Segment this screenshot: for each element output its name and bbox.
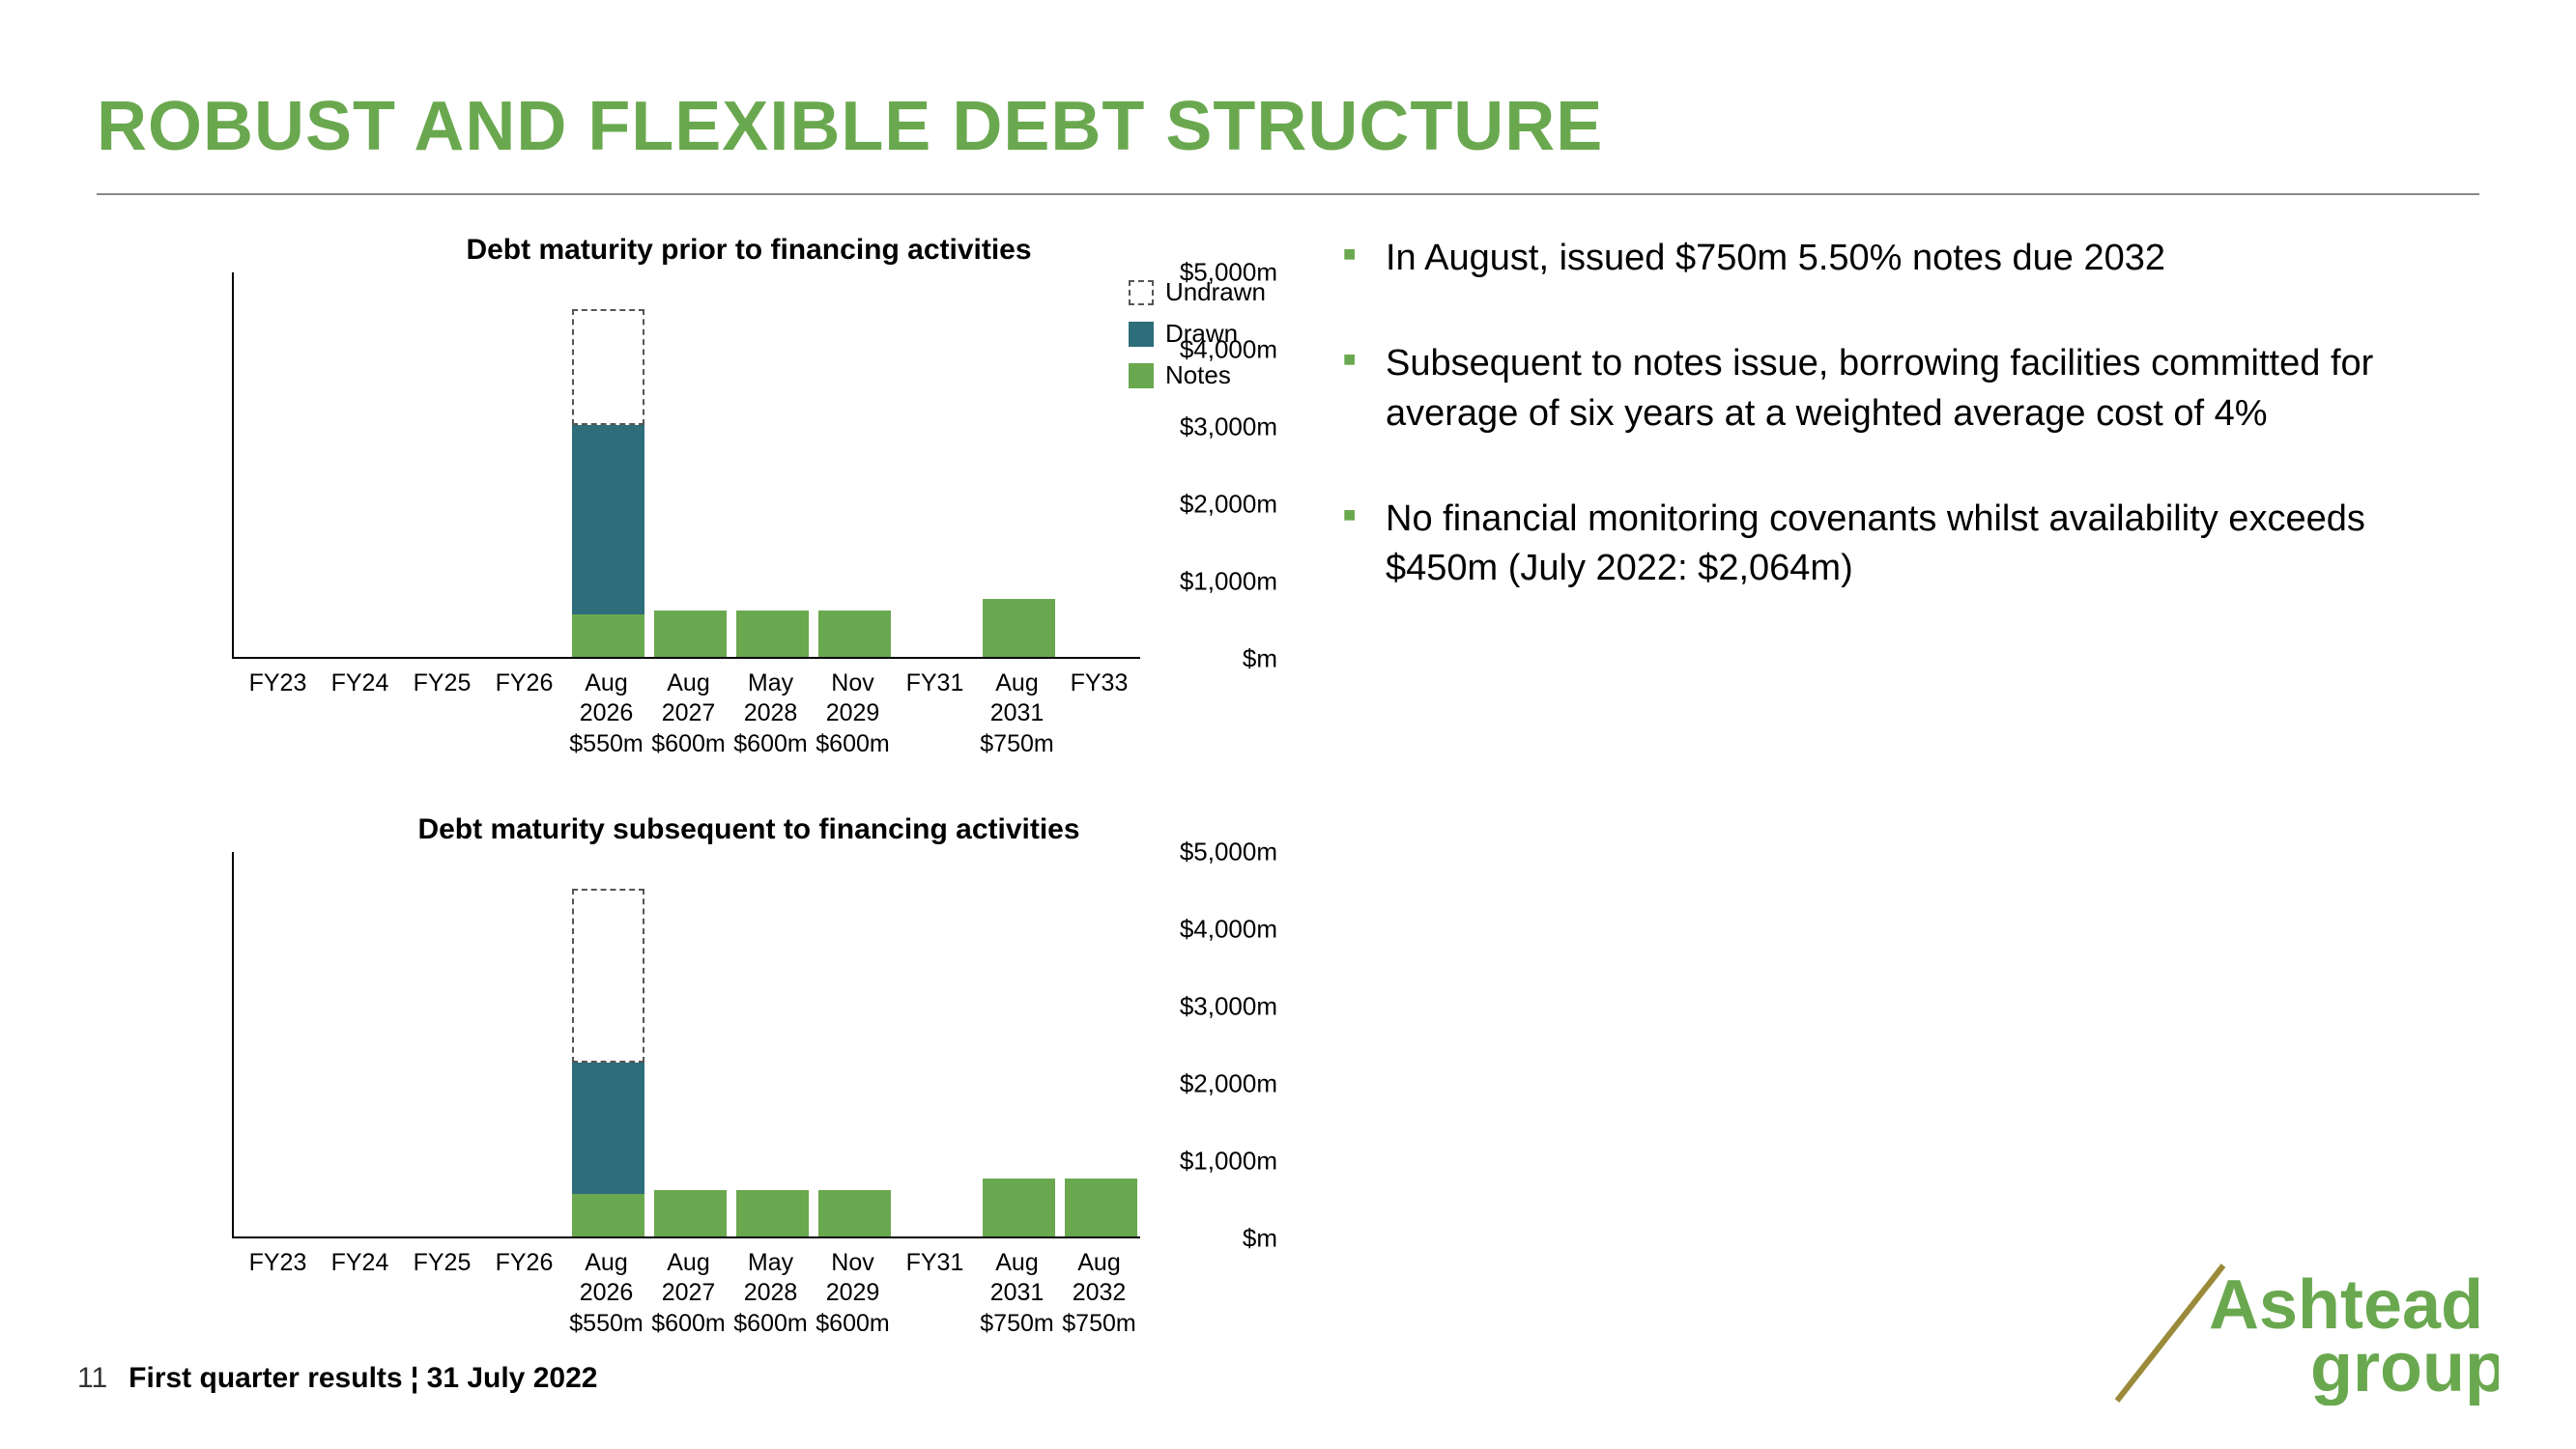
legend-label-notes: Notes <box>1165 360 1231 390</box>
bar-segment-notes <box>654 1190 727 1236</box>
bar-group <box>983 1179 1055 1236</box>
footer-text: First quarter results ¦ 31 July 2022 <box>129 1362 597 1395</box>
bar-segment-notes <box>736 1190 809 1236</box>
chart-subsequent-plot <box>232 852 1140 1238</box>
bar-segment-notes <box>818 611 891 657</box>
legend-label-undrawn: Undrawn <box>1165 277 1266 307</box>
y-tick-label: $3,000m <box>1152 992 1277 1022</box>
bar-segment-notes <box>736 611 809 657</box>
ashtead-logo: Ashtead group <box>2112 1251 2499 1410</box>
bullet-list: In August, issued $750m 5.50% notes due … <box>1343 234 2479 593</box>
chart-prior-plot <box>232 272 1140 659</box>
legend-label-drawn: Drawn <box>1165 319 1238 349</box>
bullet-item: Subsequent to notes issue, borrowing fac… <box>1343 339 2479 439</box>
bar-group <box>654 1190 727 1236</box>
page-number: 11 <box>77 1362 107 1395</box>
y-tick-label: $2,000m <box>1152 490 1277 520</box>
chart-subsequent: Debt maturity subsequent to financing ac… <box>97 813 1285 1374</box>
bar-segment-notes <box>654 611 727 657</box>
page-title: ROBUST AND FLEXIBLE DEBT STRUCTURE <box>97 87 2479 166</box>
bullet-item: In August, issued $750m 5.50% notes due … <box>1343 234 2479 283</box>
chart-prior: Debt maturity prior to financing activit… <box>97 234 1285 794</box>
bar-segment-notes <box>572 1194 644 1236</box>
bar-segment-undrawn <box>572 889 644 1063</box>
logo-svg: Ashtead group <box>2112 1251 2499 1406</box>
y-tick-label: $m <box>1152 644 1277 674</box>
legend-row-drawn: Drawn <box>1129 319 1266 349</box>
bar-group <box>818 611 891 657</box>
y-tick-label: $4,000m <box>1152 915 1277 945</box>
bar-group <box>572 889 644 1236</box>
legend-swatch-notes <box>1129 363 1154 388</box>
bar-segment-notes <box>983 599 1055 657</box>
y-tick-label: $5,000m <box>1152 838 1277 867</box>
legend-swatch-undrawn <box>1129 280 1154 305</box>
bar-segment-notes <box>983 1179 1055 1236</box>
y-tick-label: $2,000m <box>1152 1069 1277 1099</box>
bullets-column: In August, issued $750m 5.50% notes due … <box>1285 234 2479 1374</box>
y-tick-label: $m <box>1152 1224 1277 1254</box>
bar-group <box>983 599 1055 657</box>
bar-group <box>1065 1179 1137 1236</box>
y-tick-label: $1,000m <box>1152 567 1277 597</box>
charts-column: Debt maturity prior to financing activit… <box>97 234 1285 1374</box>
bullet-item: No financial monitoring covenants whilst… <box>1343 495 2479 594</box>
bar-segment-drawn <box>572 425 644 614</box>
content-row: Debt maturity prior to financing activit… <box>97 234 2479 1374</box>
slide: ROBUST AND FLEXIBLE DEBT STRUCTURE Debt … <box>0 0 2576 1449</box>
x-tick-label: Aug2032$750m <box>1046 1248 1153 1339</box>
logo-slash-icon <box>2117 1265 2223 1401</box>
bar-group <box>654 611 727 657</box>
bar-segment-notes <box>1065 1179 1137 1236</box>
bar-group <box>818 1190 891 1236</box>
bar-group <box>736 1190 809 1236</box>
bar-group <box>736 611 809 657</box>
legend-row-notes: Notes <box>1129 360 1266 390</box>
logo-text-2: group <box>2310 1329 2499 1406</box>
y-tick-label: $3,000m <box>1152 412 1277 442</box>
y-tick-label: $1,000m <box>1152 1147 1277 1177</box>
bar-group <box>572 309 644 657</box>
bar-segment-notes <box>818 1190 891 1236</box>
bar-segment-drawn <box>572 1063 644 1194</box>
chart-legend: Undrawn Drawn Notes <box>1129 277 1266 402</box>
title-rule <box>97 193 2479 195</box>
bar-segment-undrawn <box>572 309 644 425</box>
bar-segment-notes <box>572 614 644 657</box>
footer: 11 First quarter results ¦ 31 July 2022 <box>77 1362 597 1395</box>
legend-swatch-drawn <box>1129 322 1154 347</box>
legend-row-undrawn: Undrawn <box>1129 277 1266 307</box>
x-tick-label: FY33 <box>1046 668 1153 698</box>
